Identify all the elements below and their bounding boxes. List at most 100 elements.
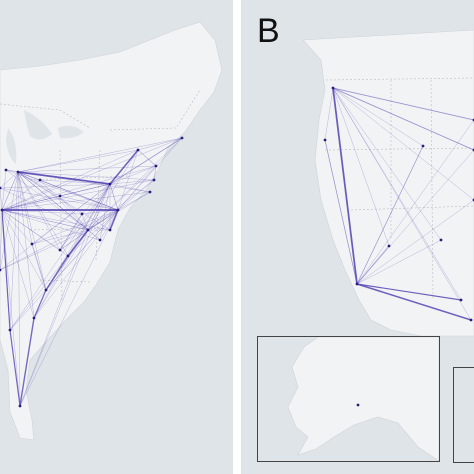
alaska-landmass bbox=[287, 337, 439, 461]
flight-edge bbox=[356, 239, 442, 285]
airport-node bbox=[136, 148, 140, 152]
flight-edge bbox=[0, 187, 3, 211]
flight-edge bbox=[31, 229, 89, 245]
flight-edge bbox=[17, 171, 89, 231]
flight-edge bbox=[31, 243, 47, 291]
flight-edge bbox=[19, 229, 89, 407]
flight-edge bbox=[332, 87, 472, 321]
flight-edge bbox=[332, 87, 474, 121]
flight-edge bbox=[117, 165, 157, 211]
flight-edge bbox=[5, 169, 19, 173]
airport-node bbox=[152, 178, 156, 182]
flight-edge bbox=[17, 171, 33, 245]
airport-node bbox=[154, 164, 158, 168]
airport-node bbox=[180, 136, 184, 140]
flight-edge bbox=[109, 137, 183, 185]
flight-edge bbox=[59, 229, 89, 251]
flight-edge bbox=[9, 329, 21, 407]
flight-edge bbox=[356, 149, 474, 285]
airport-node bbox=[108, 228, 112, 232]
airport-node bbox=[116, 208, 120, 212]
flight-edge bbox=[137, 149, 157, 167]
flight-edge bbox=[39, 179, 89, 231]
flight-edge bbox=[1, 195, 61, 211]
flight-edge bbox=[332, 87, 424, 147]
flight-edge bbox=[356, 283, 472, 321]
flight-edge bbox=[1, 165, 157, 211]
flight-edge bbox=[17, 171, 89, 231]
flight-edge bbox=[17, 171, 155, 181]
flight-edge bbox=[0, 171, 19, 271]
flight-edge bbox=[17, 165, 157, 173]
flight-edge bbox=[117, 137, 183, 211]
flight-edge bbox=[87, 209, 119, 231]
alaska-inset bbox=[257, 336, 440, 462]
admin-borders bbox=[0, 89, 201, 301]
flight-edge bbox=[0, 209, 3, 271]
flight-edge bbox=[1, 209, 47, 291]
flight-edge bbox=[1, 171, 19, 211]
flight-edge bbox=[1, 149, 139, 211]
flight-edge bbox=[356, 199, 474, 285]
flight-edge bbox=[17, 171, 111, 185]
airport-node bbox=[148, 190, 152, 194]
flight-edge bbox=[9, 209, 119, 331]
flight-edge bbox=[17, 171, 119, 211]
airport-node bbox=[0, 186, 2, 190]
flight-edge bbox=[17, 171, 111, 231]
flight-edge bbox=[324, 139, 358, 285]
lake bbox=[24, 110, 52, 140]
flight-edge bbox=[87, 229, 101, 241]
flight-edge bbox=[59, 195, 119, 211]
flight-edge bbox=[17, 171, 83, 215]
airport-node bbox=[4, 168, 8, 172]
flight-edge bbox=[137, 137, 183, 151]
flight-edge bbox=[1, 171, 19, 211]
flight-edge bbox=[109, 137, 183, 185]
flight-edge bbox=[17, 137, 183, 173]
airport-node bbox=[331, 86, 335, 90]
east-map bbox=[0, 21, 223, 441]
flight-edge bbox=[1, 209, 33, 245]
flight-edge bbox=[87, 149, 139, 231]
flight-edge bbox=[1, 209, 61, 251]
flight-edge bbox=[1, 209, 69, 257]
flight-edge bbox=[332, 87, 462, 301]
flight-edge bbox=[87, 191, 151, 231]
west-landmass bbox=[302, 29, 474, 337]
flight-edge bbox=[109, 183, 119, 211]
flight-edge bbox=[332, 87, 474, 151]
flight-edge bbox=[87, 179, 155, 231]
flight-edge bbox=[17, 171, 47, 291]
airport-node bbox=[421, 144, 425, 148]
flight-edge bbox=[1, 169, 7, 211]
east-landmass bbox=[0, 21, 223, 441]
flight-edge bbox=[153, 165, 157, 181]
flight-edge bbox=[356, 145, 424, 285]
airport-node bbox=[387, 244, 391, 248]
flight-edge bbox=[1, 209, 111, 231]
flight-edge bbox=[67, 229, 89, 257]
west-map bbox=[302, 29, 474, 337]
airport-node bbox=[30, 242, 34, 246]
lake bbox=[58, 125, 84, 139]
flight-edge bbox=[33, 229, 89, 319]
flight-edge bbox=[117, 149, 139, 211]
airport-node bbox=[80, 212, 84, 216]
flight-edge bbox=[87, 209, 119, 231]
alaska-map bbox=[287, 337, 439, 461]
flight-edge bbox=[0, 183, 111, 189]
flight-edge bbox=[17, 171, 61, 197]
flight-edge bbox=[17, 171, 101, 241]
flight-edge bbox=[39, 179, 119, 211]
flight-edge bbox=[1, 179, 41, 211]
flight-edge bbox=[17, 171, 119, 211]
flight-edge bbox=[1, 183, 111, 211]
airport-node bbox=[18, 404, 22, 408]
flight-edge bbox=[332, 87, 390, 247]
flight-edge bbox=[356, 119, 474, 285]
flight-edge bbox=[67, 183, 111, 257]
flight-edge bbox=[109, 209, 119, 231]
flight-edge bbox=[33, 209, 119, 319]
flight-edge bbox=[1, 191, 151, 211]
